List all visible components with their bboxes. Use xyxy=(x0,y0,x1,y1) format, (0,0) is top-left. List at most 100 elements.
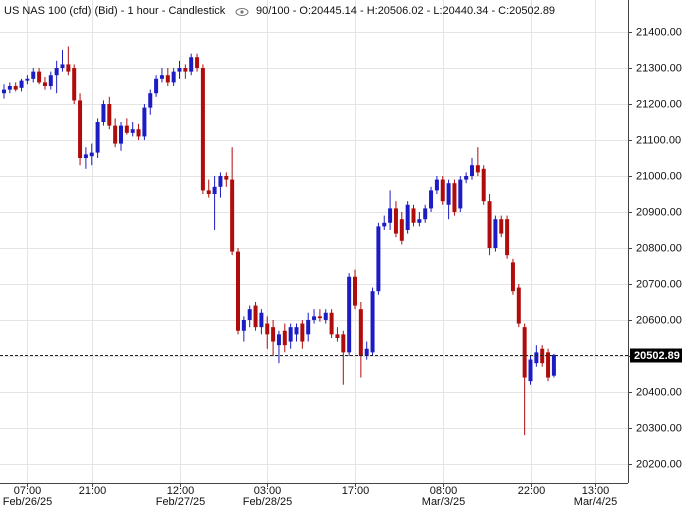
candle-body xyxy=(499,219,504,234)
x-tick-label: 13:00 xyxy=(582,485,610,497)
y-tick-label: 21200.00 xyxy=(636,98,682,110)
current-price-box xyxy=(630,348,682,363)
x-tick-label: 21:00 xyxy=(79,485,107,497)
x-date-label: Mar/4/25 xyxy=(574,496,617,508)
candle-body xyxy=(551,354,556,376)
y-tick-label: 21300.00 xyxy=(636,62,682,74)
candle-body xyxy=(405,204,410,230)
x-date-label: Feb/27/25 xyxy=(156,496,206,508)
candle-body xyxy=(423,208,428,220)
y-tick-label: 20800.00 xyxy=(636,242,682,254)
candle-body xyxy=(276,334,281,346)
candle-body xyxy=(37,71,42,83)
candle-body xyxy=(124,125,129,133)
candle-body xyxy=(353,276,357,306)
candle-body xyxy=(224,175,229,180)
y-tick-label: 20700.00 xyxy=(636,278,682,290)
y-tick-label: 20900.00 xyxy=(636,206,682,218)
candle-body xyxy=(323,312,328,320)
candle-body xyxy=(113,125,118,144)
candle-body xyxy=(101,104,106,123)
candle-body xyxy=(481,168,486,202)
candle-body xyxy=(382,222,387,227)
candle-body xyxy=(259,312,264,328)
y-tick-label: 20600.00 xyxy=(636,314,682,326)
chart-title: US NAS 100 (cfd) (Bid) - 1 hour - Candle… xyxy=(4,5,226,17)
candle-body xyxy=(183,68,188,72)
candle-body xyxy=(54,68,59,76)
candle-body xyxy=(271,327,276,342)
candle-body xyxy=(393,208,398,234)
ohlc-info: 90/100 - O:20445.14 - H:20506.02 - L:204… xyxy=(256,5,555,17)
candle-body xyxy=(364,348,369,356)
x-tick-label: 12:00 xyxy=(167,485,195,497)
candle-body xyxy=(282,330,287,346)
y-tick-label: 20200.00 xyxy=(636,458,682,470)
candle-body xyxy=(89,152,94,157)
candle-body xyxy=(399,219,404,241)
candle-body xyxy=(452,183,457,212)
candle-body xyxy=(31,71,36,79)
candle-body xyxy=(83,154,88,159)
candle-body xyxy=(171,71,176,83)
candle-body xyxy=(247,309,252,320)
candle-body xyxy=(19,80,24,88)
candle-body xyxy=(347,276,352,353)
candle-body xyxy=(516,287,521,324)
y-tick-label: 21000.00 xyxy=(636,170,682,182)
candle-body xyxy=(148,93,153,108)
candle-body xyxy=(329,312,334,335)
candle-body xyxy=(60,64,65,69)
candle-body xyxy=(212,186,217,194)
candle-body xyxy=(528,359,533,382)
candle-body xyxy=(546,352,551,378)
candle-body xyxy=(358,309,363,356)
x-tick-label: 22:00 xyxy=(518,485,546,497)
candle-body xyxy=(265,323,270,335)
current-price-label: 20502.89 xyxy=(634,350,680,362)
x-tick-label: 17:00 xyxy=(342,485,370,497)
candle-body xyxy=(42,82,47,87)
candle-body xyxy=(241,319,246,331)
x-date-label: Mar/3/25 xyxy=(422,496,465,508)
x-tick-label: 07:00 xyxy=(14,485,42,497)
candle-body xyxy=(522,327,527,378)
candle-body xyxy=(230,179,235,252)
candle-body xyxy=(370,291,375,353)
candle-body xyxy=(288,327,293,342)
candle-body xyxy=(206,190,211,194)
eye-icon xyxy=(235,8,249,16)
candle-body xyxy=(446,183,451,205)
candle-body xyxy=(417,219,422,223)
candle-body xyxy=(388,208,393,223)
candle-body xyxy=(25,78,30,81)
candle-body xyxy=(177,68,182,72)
candle-body xyxy=(434,179,439,191)
candle-body xyxy=(189,57,194,72)
candle-body xyxy=(7,86,12,90)
candle-body xyxy=(505,219,510,256)
candle-body xyxy=(493,219,498,248)
candle-body xyxy=(136,129,141,137)
candle-body xyxy=(341,334,346,353)
candle-body xyxy=(429,190,434,209)
y-tick-label: 20300.00 xyxy=(636,422,682,434)
candle-body xyxy=(130,129,135,133)
candle-body xyxy=(142,107,147,137)
candle-body xyxy=(411,208,416,223)
x-date-label: Feb/28/25 xyxy=(243,496,293,508)
candle-body xyxy=(78,100,83,159)
candle-body xyxy=(464,175,469,180)
candle-body xyxy=(440,179,445,202)
candle-body xyxy=(487,201,492,248)
candle-body xyxy=(48,75,53,87)
candle-body xyxy=(13,86,18,90)
candle-body xyxy=(458,179,463,209)
candles xyxy=(2,46,556,436)
candle-body xyxy=(335,334,340,338)
candle-body xyxy=(306,319,311,335)
candle-body xyxy=(470,165,474,176)
x-date-label: Feb/26/25 xyxy=(3,496,53,508)
